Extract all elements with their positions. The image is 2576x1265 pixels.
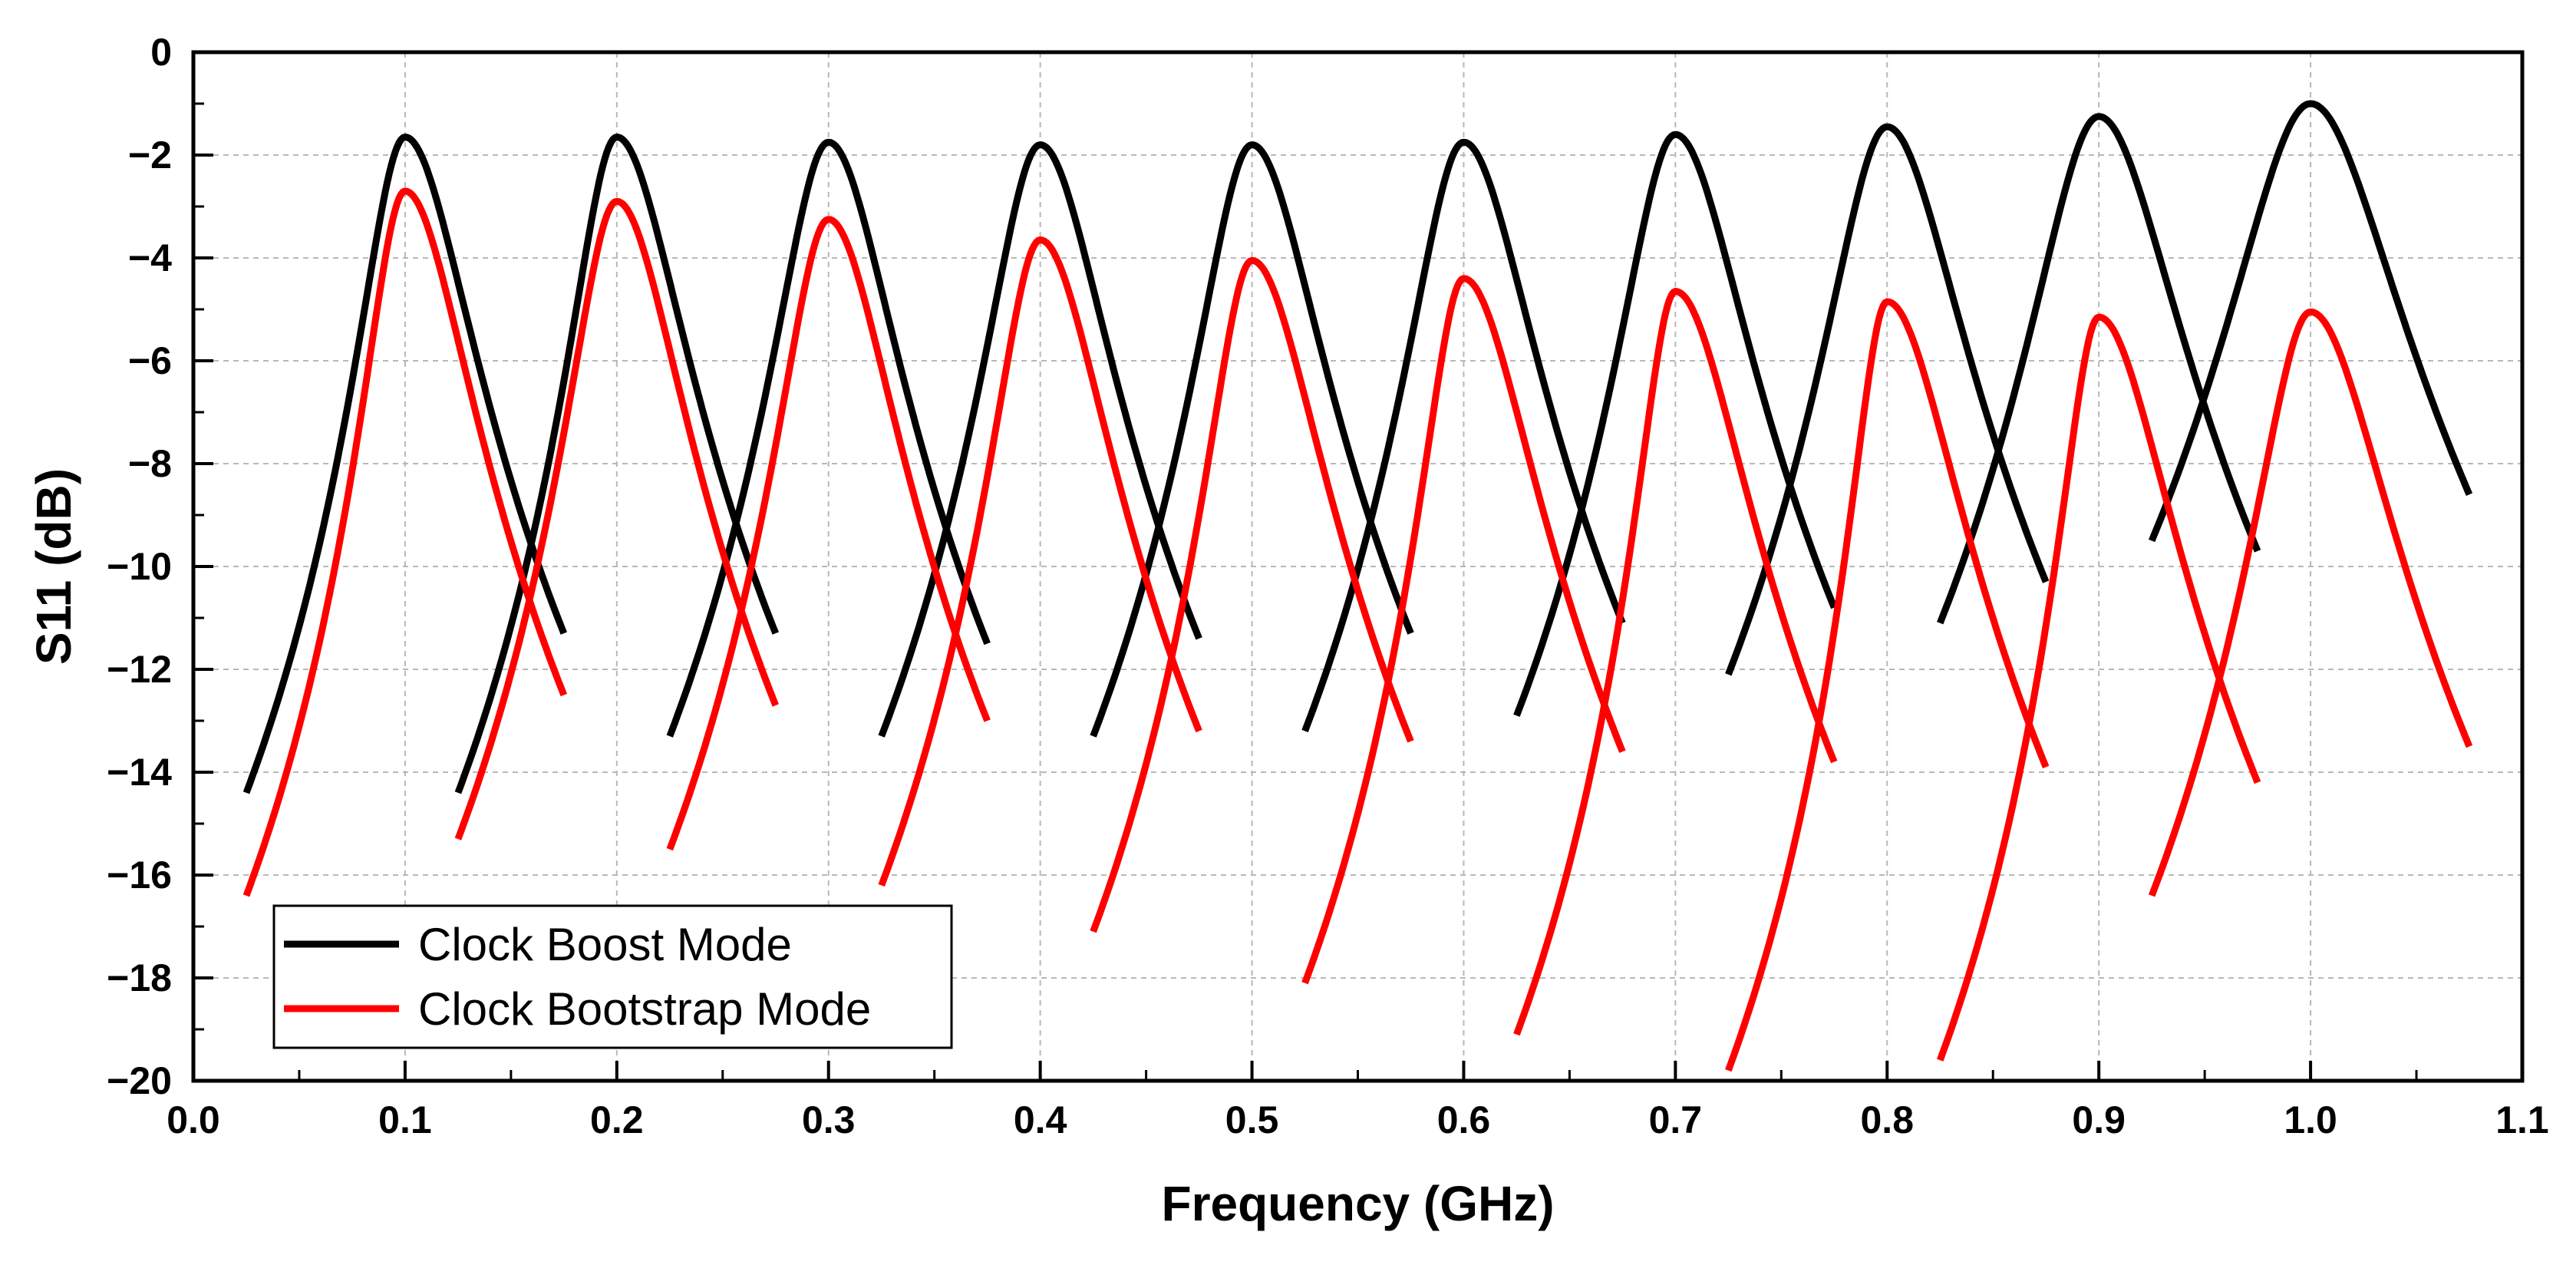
x-axis-title: Frequency (GHz) — [1161, 1176, 1554, 1231]
y-tick-label: −4 — [128, 236, 172, 279]
x-tick-label: 0.3 — [802, 1098, 856, 1141]
legend: Clock Boost Mode Clock Bootstrap Mode — [272, 904, 953, 1049]
y-axis-title: S11 (dB) — [26, 468, 81, 665]
x-tick-label: 0.0 — [167, 1098, 220, 1141]
legend-label-clock-bootstrap: Clock Bootstrap Mode — [418, 983, 871, 1035]
y-tick-label: −6 — [128, 339, 172, 382]
y-tick-label: −18 — [107, 956, 172, 999]
x-tick-label: 1.0 — [2284, 1098, 2337, 1141]
y-tick-label: 0 — [150, 31, 172, 74]
series-1-resonance-curve-6 — [1513, 288, 1838, 1036]
grid-layer — [193, 52, 2522, 1081]
series-1-resonance-curve-2 — [666, 216, 991, 851]
series-layer — [242, 100, 2473, 1072]
series-0-resonance-curve-7 — [1725, 123, 2050, 676]
series-0-resonance-curve-9 — [2149, 100, 2473, 543]
x-tick-label: 0.7 — [1649, 1098, 1703, 1141]
series-1-resonance-curve-8 — [1936, 313, 2261, 1062]
x-tick-label: 1.1 — [2495, 1098, 2549, 1141]
series-1-resonance-curve-5 — [1301, 275, 1626, 985]
y-tick-label: −20 — [107, 1059, 172, 1102]
x-tick-label: 0.9 — [2072, 1098, 2126, 1141]
y-tick-label: −16 — [107, 854, 172, 897]
series-0-resonance-curve-0 — [242, 134, 568, 794]
x-tick-label: 0.1 — [378, 1098, 432, 1141]
series-1-resonance-curve-1 — [454, 197, 779, 841]
series-0-resonance-curve-5 — [1301, 138, 1626, 733]
x-tick-label: 0.2 — [590, 1098, 644, 1141]
series-1-resonance-curve-0 — [242, 187, 568, 897]
series-0-resonance-curve-2 — [666, 138, 991, 738]
x-tick-labels: 0.0 0.1 0.2 0.3 0.4 0.5 0.6 0.7 0.8 0.9 1.0 1.1 — [167, 1098, 2549, 1141]
x-tick-label: 0.6 — [1437, 1098, 1491, 1141]
series-0-resonance-curve-6 — [1513, 130, 1838, 717]
x-tick-label: 0.8 — [1861, 1098, 1915, 1141]
tick-layer — [192, 51, 2524, 1082]
series-1-resonance-curve-4 — [1090, 256, 1414, 933]
y-tick-label: −10 — [107, 545, 172, 588]
y-tick-labels: 0 −2 −4 −6 −8 −10 −12 −14 −16 −18 −20 — [107, 31, 172, 1102]
y-tick-label: −14 — [107, 751, 172, 794]
x-tick-label: 0.4 — [1014, 1098, 1067, 1141]
legend-label-clock-boost: Clock Boost Mode — [418, 919, 792, 970]
series-1-resonance-curve-3 — [878, 236, 1202, 887]
legend-box — [272, 904, 953, 1049]
series-1-resonance-curve-9 — [2148, 308, 2473, 897]
y-tick-label: −2 — [128, 134, 172, 177]
x-tick-label: 0.5 — [1225, 1098, 1279, 1141]
series-1-resonance-curve-7 — [1725, 298, 2050, 1072]
y-tick-label: −12 — [107, 648, 172, 691]
y-tick-label: −8 — [128, 442, 172, 485]
series-0-resonance-curve-1 — [454, 134, 779, 794]
